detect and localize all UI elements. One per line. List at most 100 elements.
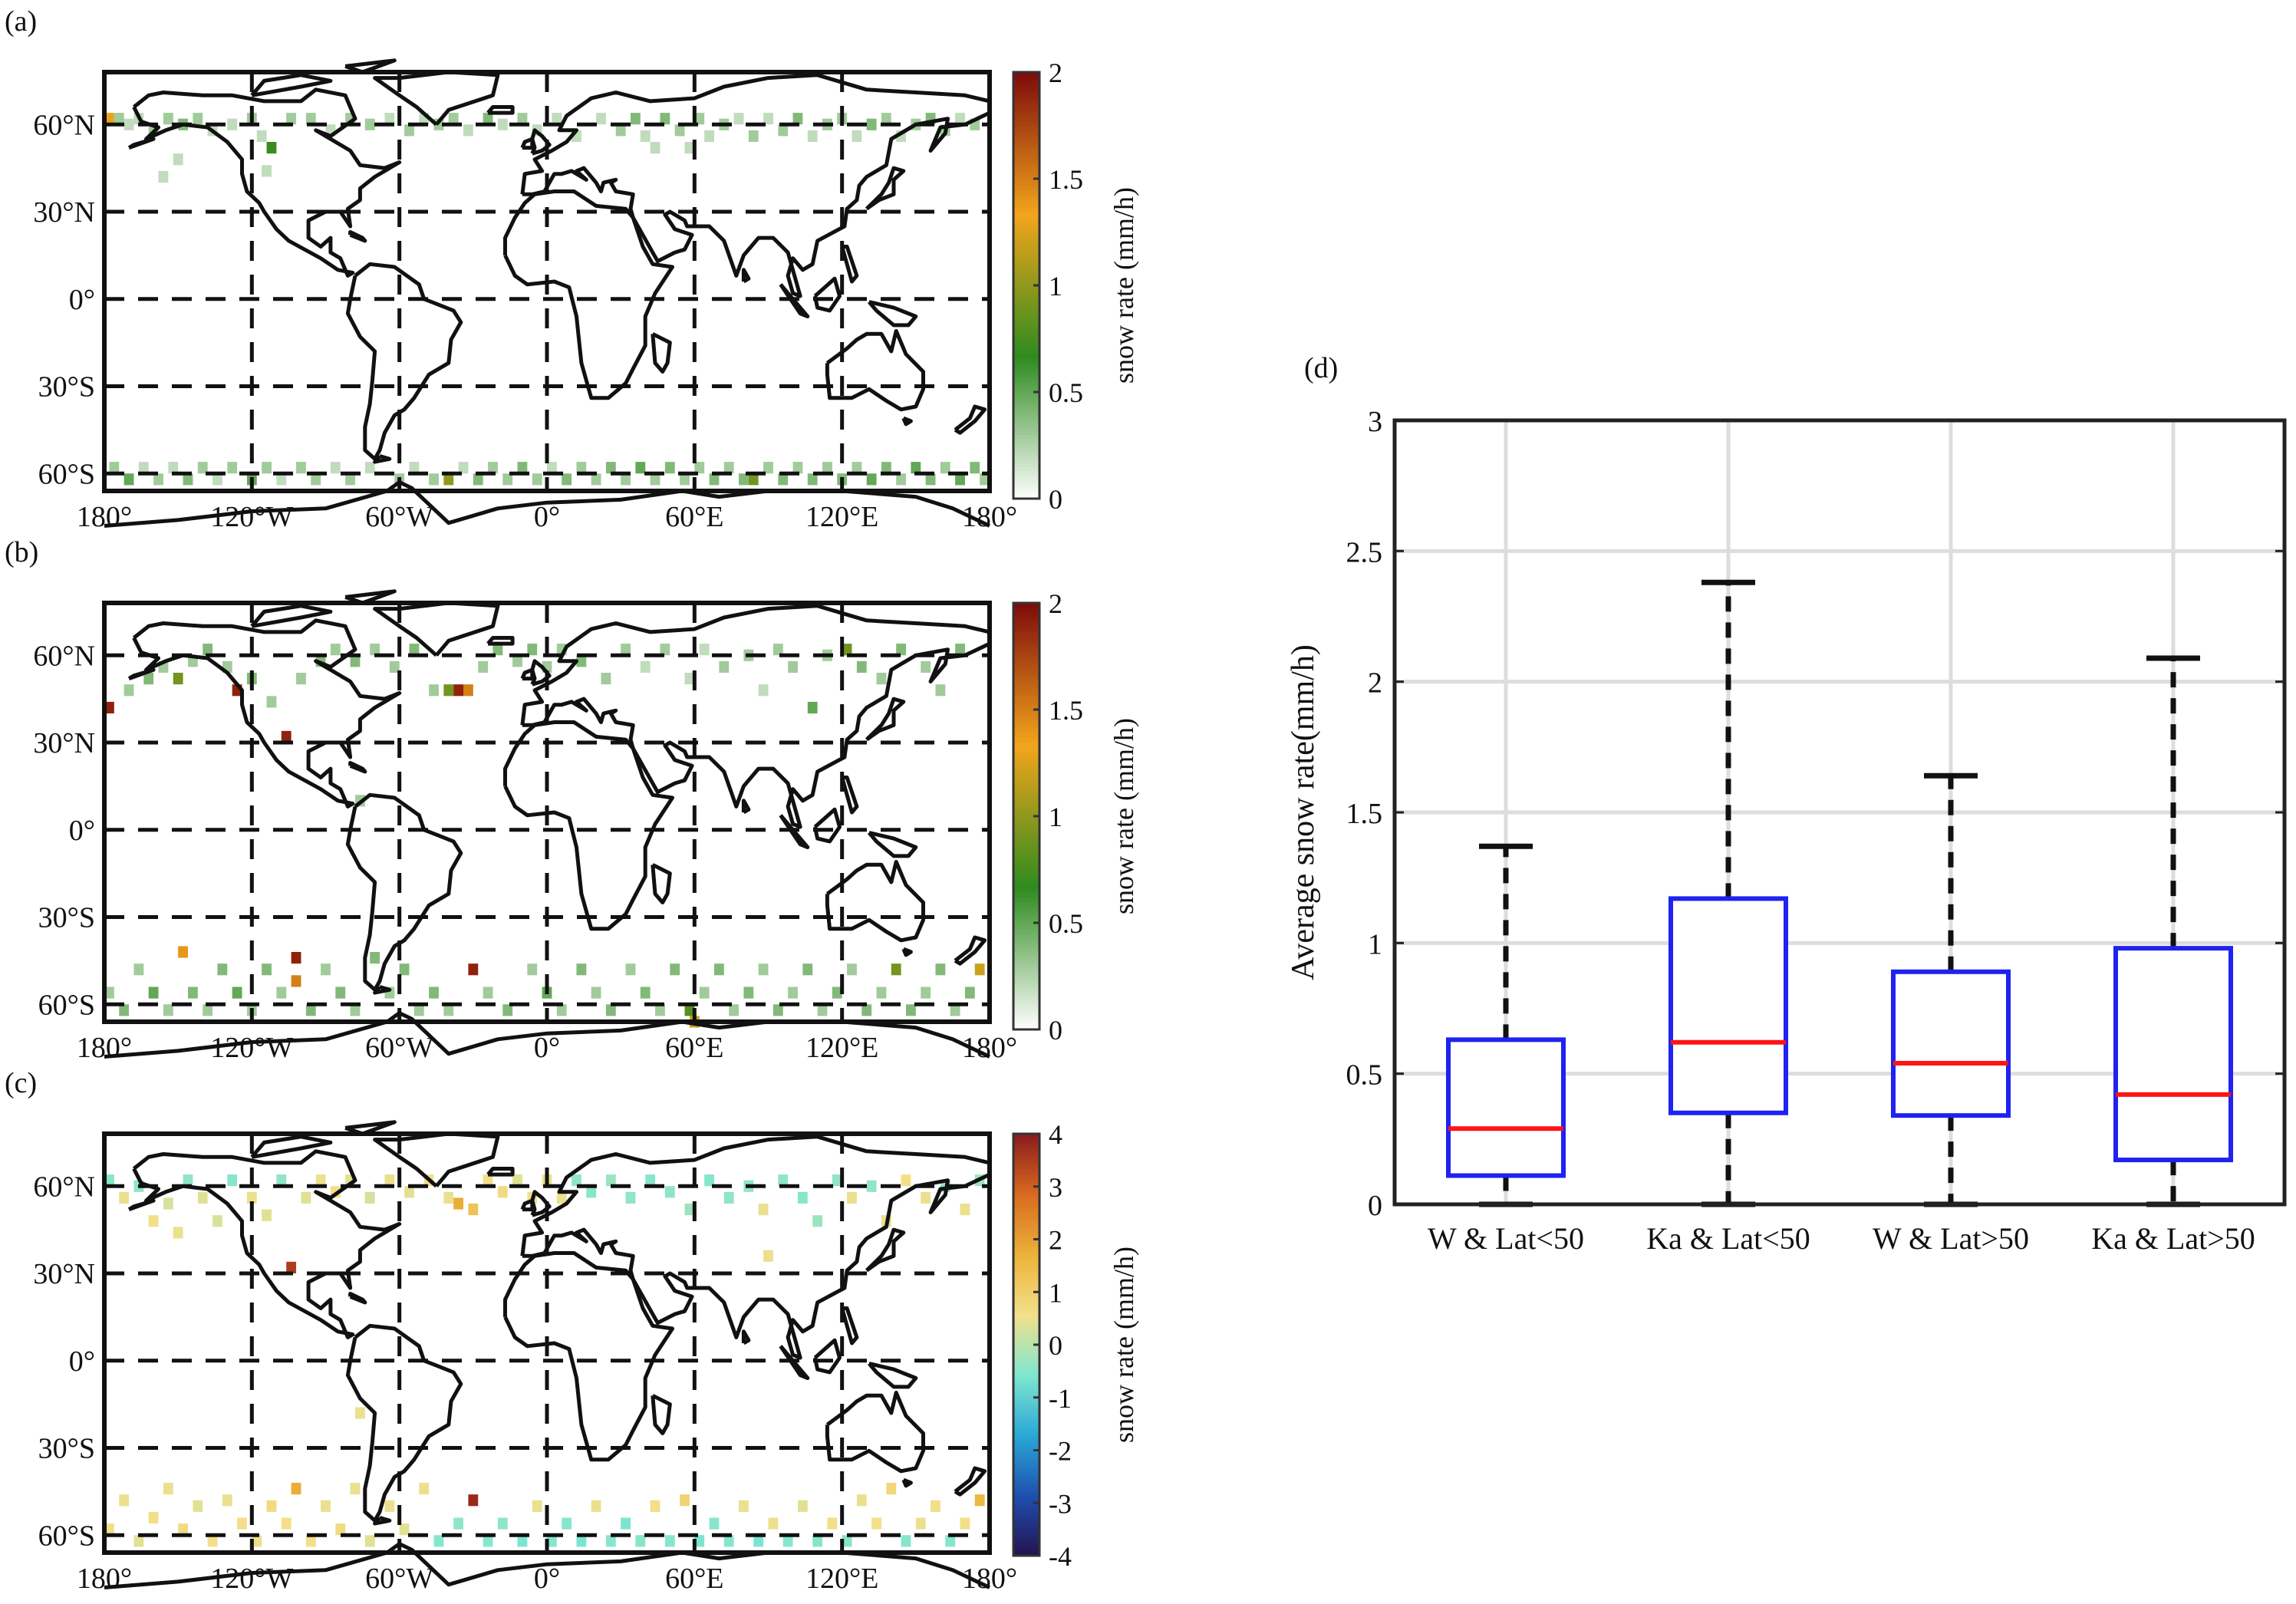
colorbar-segment — [1013, 1292, 1039, 1296]
colorbar-segment — [1013, 256, 1039, 262]
coastline — [901, 416, 913, 427]
panel-label-c: (c) — [5, 1067, 37, 1099]
heatmap-cell — [143, 673, 154, 685]
colorbar-segment — [1013, 360, 1039, 364]
heatmap-cell — [168, 462, 179, 474]
heatmap-cell — [502, 1004, 513, 1016]
heatmap-cell — [527, 644, 538, 656]
heatmap-cell — [660, 113, 670, 125]
colorbar-segment — [1013, 186, 1039, 190]
colorbar-segment — [1013, 1348, 1039, 1352]
heatmap-cell — [114, 113, 124, 125]
heatmap-cell — [699, 986, 710, 999]
heatmap-cell — [586, 1186, 597, 1198]
heatmap-cell — [305, 1004, 316, 1016]
colorbar-segment — [1013, 1485, 1039, 1490]
heatmap-cell — [291, 952, 301, 964]
boxplot-y-axis-label: Average snow rate(mm/h) — [1286, 644, 1321, 980]
heatmap-cell — [591, 473, 601, 486]
colorbar-segment — [1013, 199, 1039, 205]
colorbar-segment — [1013, 812, 1039, 817]
heatmap-cell — [891, 963, 901, 976]
colorbar-segment — [1013, 848, 1039, 853]
colorbar-segment — [1013, 1446, 1039, 1451]
colorbar-segment — [1013, 1541, 1039, 1546]
colorbar-segment — [1013, 1471, 1039, 1476]
colorbar-segment — [1013, 1379, 1039, 1385]
colorbar-segment — [1013, 193, 1039, 197]
heatmap-cell — [615, 124, 626, 137]
colorbar-segment — [1013, 214, 1039, 219]
lon-tick-label: 120°E — [805, 1032, 878, 1064]
lon-tick-label: 180° — [77, 1563, 132, 1595]
heatmap-cell — [788, 986, 798, 999]
colorbar-segment — [1013, 670, 1039, 675]
colorbar-segment — [1013, 826, 1039, 832]
gridlines-b — [104, 603, 990, 1022]
y-tick-label: 1.5 — [1346, 798, 1383, 830]
heatmap-cell — [197, 1191, 208, 1204]
colorbar-segment — [1013, 203, 1039, 208]
heatmap-cell — [664, 1535, 675, 1547]
colorbar-segment — [1013, 1221, 1039, 1226]
coastline — [530, 1190, 552, 1217]
colorbar-segment — [1013, 1134, 1039, 1138]
heatmap-cell — [901, 1174, 911, 1187]
colorbar-tick-label: -1 — [1049, 1383, 1072, 1414]
panel-label-a: (a) — [5, 5, 37, 38]
heatmap-cell — [237, 1517, 247, 1530]
colorbar-segment — [1013, 1481, 1039, 1487]
colorbar-segment — [1013, 1362, 1039, 1367]
colorbar-segment — [1013, 1313, 1039, 1318]
colorbar-segment — [1013, 72, 1039, 77]
colorbar-segment — [1013, 338, 1039, 343]
colorbar-segment — [1013, 1523, 1039, 1529]
colorbar-segment — [1013, 961, 1039, 967]
colorbar-segment — [1013, 798, 1039, 803]
colorbar-segment — [1013, 110, 1039, 116]
colorbar-segment — [1013, 1345, 1039, 1349]
heatmap-cell — [419, 1483, 430, 1495]
heatmap-cell — [473, 473, 483, 486]
colorbar-segment — [1013, 1461, 1039, 1465]
coastline — [344, 1120, 397, 1136]
heatmap-cell — [448, 113, 459, 125]
colorbar-segment — [1013, 427, 1039, 432]
heatmap-cell — [492, 644, 503, 656]
colorbar-segment — [1013, 299, 1039, 304]
colorbar-tick-label: 0.5 — [1049, 908, 1083, 939]
heatmap-cell — [650, 142, 660, 154]
coastline — [520, 1198, 535, 1212]
colorbar-segment — [1013, 1534, 1039, 1539]
heatmap-cell — [483, 986, 493, 999]
colorbar-segment — [1013, 674, 1039, 679]
category-label: Ka & Lat>50 — [2091, 1221, 2255, 1256]
heatmap-cell — [596, 113, 606, 125]
heatmap-cell — [562, 473, 572, 486]
coastline — [651, 332, 672, 374]
coastline — [741, 1329, 751, 1345]
heatmap-cell — [296, 673, 306, 685]
heatmap-cell — [104, 701, 114, 714]
heatmap-cell — [704, 130, 714, 142]
heatmap-cell — [601, 673, 611, 685]
heatmap-cell — [262, 963, 272, 976]
heatmap-cell — [684, 673, 695, 685]
colorbar-segment — [1013, 1454, 1039, 1458]
heatmap-cell — [266, 696, 277, 708]
heatmap-cell — [178, 946, 188, 958]
colorbar-segment — [1013, 1527, 1039, 1532]
heatmap-cell — [266, 142, 277, 154]
colorbar-segment — [1013, 1004, 1039, 1009]
colorbar-segment — [1013, 1415, 1039, 1420]
heatmap-cell — [193, 113, 203, 125]
lat-tick-labels-b: 60°N 30°N 0° 30°S 60°S — [33, 640, 95, 1021]
lat-tick-label: 0° — [69, 1345, 95, 1378]
colorbar-segment — [1013, 1538, 1039, 1543]
colorbar-segment — [1013, 1365, 1039, 1370]
heatmap-cell — [404, 124, 414, 137]
heatmap-cell — [743, 986, 754, 999]
colorbar-segment — [1013, 884, 1039, 888]
heatmap-cell — [635, 462, 646, 474]
heatmap-cell — [409, 644, 420, 656]
